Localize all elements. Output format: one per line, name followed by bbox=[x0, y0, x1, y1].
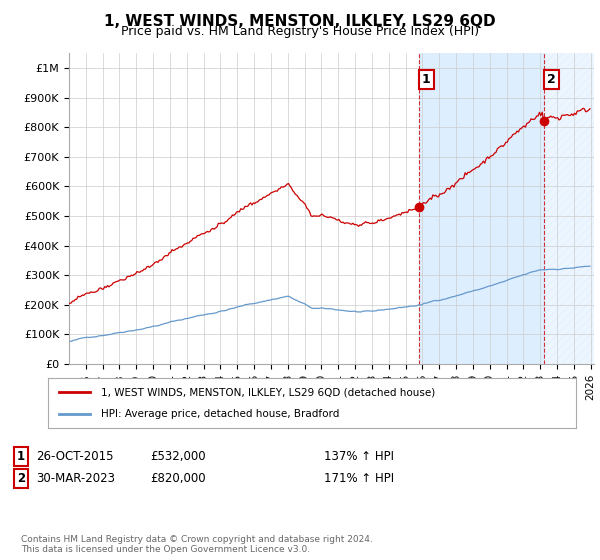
Text: 1: 1 bbox=[422, 73, 431, 86]
Text: 1, WEST WINDS, MENSTON, ILKLEY, LS29 6QD (detached house): 1, WEST WINDS, MENSTON, ILKLEY, LS29 6QD… bbox=[101, 387, 435, 397]
Text: HPI: Average price, detached house, Bradford: HPI: Average price, detached house, Brad… bbox=[101, 409, 339, 419]
Bar bbox=[419, 53, 544, 364]
Text: 26-OCT-2015: 26-OCT-2015 bbox=[36, 450, 113, 463]
Text: £532,000: £532,000 bbox=[150, 450, 206, 463]
Text: 171% ↑ HPI: 171% ↑ HPI bbox=[324, 472, 394, 486]
Text: 30-MAR-2023: 30-MAR-2023 bbox=[36, 472, 115, 486]
Bar bbox=[544, 53, 594, 364]
Text: Contains HM Land Registry data © Crown copyright and database right 2024.
This d: Contains HM Land Registry data © Crown c… bbox=[21, 535, 373, 554]
Text: 2: 2 bbox=[17, 472, 25, 486]
Text: 2: 2 bbox=[547, 73, 556, 86]
Text: 137% ↑ HPI: 137% ↑ HPI bbox=[324, 450, 394, 463]
Text: 1: 1 bbox=[17, 450, 25, 463]
Text: 1, WEST WINDS, MENSTON, ILKLEY, LS29 6QD: 1, WEST WINDS, MENSTON, ILKLEY, LS29 6QD bbox=[104, 14, 496, 29]
Text: £820,000: £820,000 bbox=[150, 472, 206, 486]
Text: Price paid vs. HM Land Registry's House Price Index (HPI): Price paid vs. HM Land Registry's House … bbox=[121, 25, 479, 38]
